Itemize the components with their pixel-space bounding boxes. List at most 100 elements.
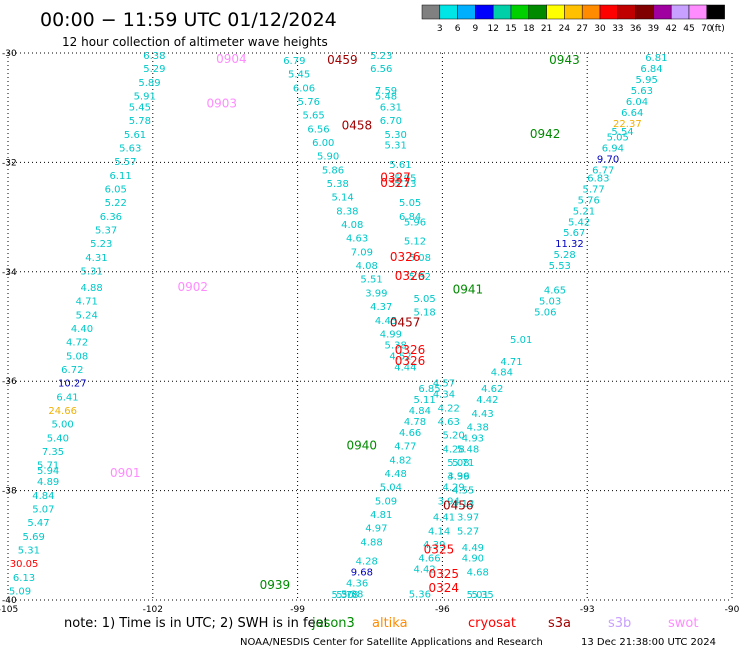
time-labels: 0904 0903 0902 0901 0459 0458 0457 0456 03270327… bbox=[110, 52, 580, 595]
x-tick-label: -93 bbox=[580, 605, 595, 615]
swh-label: 5.53 bbox=[549, 261, 571, 272]
swh-label: 5.77 bbox=[582, 184, 604, 195]
colorbar-swatch bbox=[670, 4, 690, 20]
swh-label: 6.85 bbox=[418, 384, 440, 395]
swh-label: 6.04 bbox=[626, 97, 648, 108]
time-label: 0327 bbox=[380, 176, 411, 190]
swh-label: 4.84 bbox=[32, 491, 54, 502]
swh-label: 5.54 bbox=[611, 127, 633, 138]
swh-label: 6.06 bbox=[293, 83, 315, 94]
colorbar-unit: (ft) bbox=[711, 24, 725, 34]
swh-label: 5.18 bbox=[414, 308, 436, 319]
time-label: 0943 bbox=[549, 53, 580, 67]
footer-note: note: 1) Time is in UTC; 2) SWH is in fe… bbox=[64, 616, 329, 631]
colorbar-swatch bbox=[564, 4, 583, 20]
swh-label: 5.40 bbox=[47, 433, 69, 444]
swh-label: 3.99 bbox=[447, 472, 469, 483]
swh-label: 4.90 bbox=[462, 554, 484, 565]
legend-entry: cryosat bbox=[468, 616, 516, 631]
swh-label: 8.38 bbox=[336, 206, 358, 217]
swh-label: 4.39 bbox=[423, 540, 445, 551]
swh-label: 5.95 bbox=[394, 174, 416, 185]
swh-label: 5.30 bbox=[385, 130, 407, 141]
swh-label: 6.94 bbox=[602, 143, 624, 154]
swh-label: 5.05 bbox=[414, 294, 436, 305]
swh-label: 5.32 bbox=[409, 272, 431, 283]
swh-label: 6.77 bbox=[592, 165, 614, 176]
swh-label: 4.48 bbox=[385, 469, 407, 480]
swh-label: 4.37 bbox=[370, 302, 392, 313]
x-tick-label: -99 bbox=[290, 605, 305, 615]
colorbar-swatch bbox=[546, 4, 565, 20]
footer-credit: NOAA/NESDIS Center for Satellite Applica… bbox=[240, 637, 543, 648]
swh-label: 5.07 bbox=[32, 504, 54, 515]
x-tick-label: -105 bbox=[0, 605, 18, 615]
legend-entry: altika bbox=[372, 616, 408, 631]
swh-label: 5.89 bbox=[138, 78, 160, 89]
swh-label: 5.20 bbox=[442, 431, 464, 442]
x-tick-label: -102 bbox=[143, 605, 163, 615]
swh-label: 4.49 bbox=[462, 543, 484, 554]
swh-label: 4.99 bbox=[380, 329, 402, 340]
swh-label: 4.72 bbox=[66, 338, 88, 349]
swh-label: 5.29 bbox=[143, 64, 165, 75]
satellite-legend: jason3 altika cryosat s3a s3b swot bbox=[311, 616, 698, 631]
swh-label: 5.61 bbox=[389, 160, 411, 171]
time-label: 0327 bbox=[380, 171, 411, 185]
swh-label: 5.65 bbox=[303, 111, 325, 122]
swh-label: 5.38 bbox=[385, 340, 407, 351]
swh-label: 3.97 bbox=[457, 513, 479, 524]
swh-label: 5.71 bbox=[37, 461, 59, 472]
swh-label: 5.30 bbox=[331, 590, 353, 601]
swh-label: 5.42 bbox=[568, 217, 590, 228]
swh-label: 5.27 bbox=[457, 526, 479, 537]
swh-label: 4.41 bbox=[433, 513, 455, 524]
legend-entry: s3a bbox=[548, 616, 571, 631]
time-label: 0457 bbox=[390, 316, 421, 330]
chart-subtitle: 12 hour collection of altimeter wave hei… bbox=[62, 35, 328, 49]
colorbar-label: 24 bbox=[559, 24, 571, 34]
swh-label: 4.52 bbox=[389, 351, 411, 362]
time-label: 0326 bbox=[390, 250, 421, 264]
swh-label: 22.37 bbox=[613, 119, 642, 130]
swh-label: 5.69 bbox=[23, 532, 45, 543]
swh-label: 5.94 bbox=[37, 466, 59, 477]
swh-label: 5.09 bbox=[375, 496, 397, 507]
swh-label: 5.45 bbox=[288, 70, 310, 81]
swh-label: 6.64 bbox=[621, 108, 643, 119]
colorbar-swatch bbox=[492, 4, 512, 20]
swh-label: 4.40 bbox=[71, 324, 93, 335]
swh-label: 4.31 bbox=[85, 253, 107, 264]
colorbar-swatch bbox=[581, 4, 601, 20]
swh-label: 7.09 bbox=[351, 247, 373, 258]
colorbar-swatch bbox=[635, 4, 654, 20]
swh-label: 5.37 bbox=[95, 226, 117, 237]
swh-label: 5.06 bbox=[534, 308, 556, 319]
swh-label: 5.76 bbox=[298, 97, 320, 108]
swh-label: 4.36 bbox=[447, 472, 469, 483]
swh-label: 6.31 bbox=[380, 102, 402, 113]
colorbar-label: 18 bbox=[523, 24, 535, 34]
swh-label: 5.28 bbox=[553, 250, 575, 261]
swh-label: 5.35 bbox=[471, 590, 493, 601]
swh-label: 5.48 bbox=[457, 444, 479, 455]
swh-label: 4.42 bbox=[476, 395, 498, 406]
swh-label: 5.61 bbox=[124, 130, 146, 141]
swh-label: 5.71 bbox=[452, 458, 474, 469]
swh-label: 5.63 bbox=[631, 86, 653, 97]
swh-label: 7.59 bbox=[375, 86, 397, 97]
colorbar-swatch bbox=[706, 4, 725, 20]
axis-tick-labels: -105 -102 -99 -96 -93 -90 -30 -32 -34 -36 -38 -40 bbox=[0, 49, 740, 615]
swh-label: 4.57 bbox=[433, 379, 455, 390]
x-tick-label: -96 bbox=[435, 605, 450, 615]
swh-label: 5.63 bbox=[119, 143, 141, 154]
swh-label: 5.95 bbox=[636, 75, 658, 86]
colorbar-label: 21 bbox=[541, 24, 552, 34]
swh-label: 4.62 bbox=[481, 384, 503, 395]
colorbar-swatch bbox=[510, 4, 530, 20]
colorbar-swatch bbox=[457, 4, 476, 20]
swh-label: 5.31 bbox=[80, 267, 102, 278]
swh-label: 6.13 bbox=[13, 573, 35, 584]
grid-lines bbox=[7, 52, 733, 601]
